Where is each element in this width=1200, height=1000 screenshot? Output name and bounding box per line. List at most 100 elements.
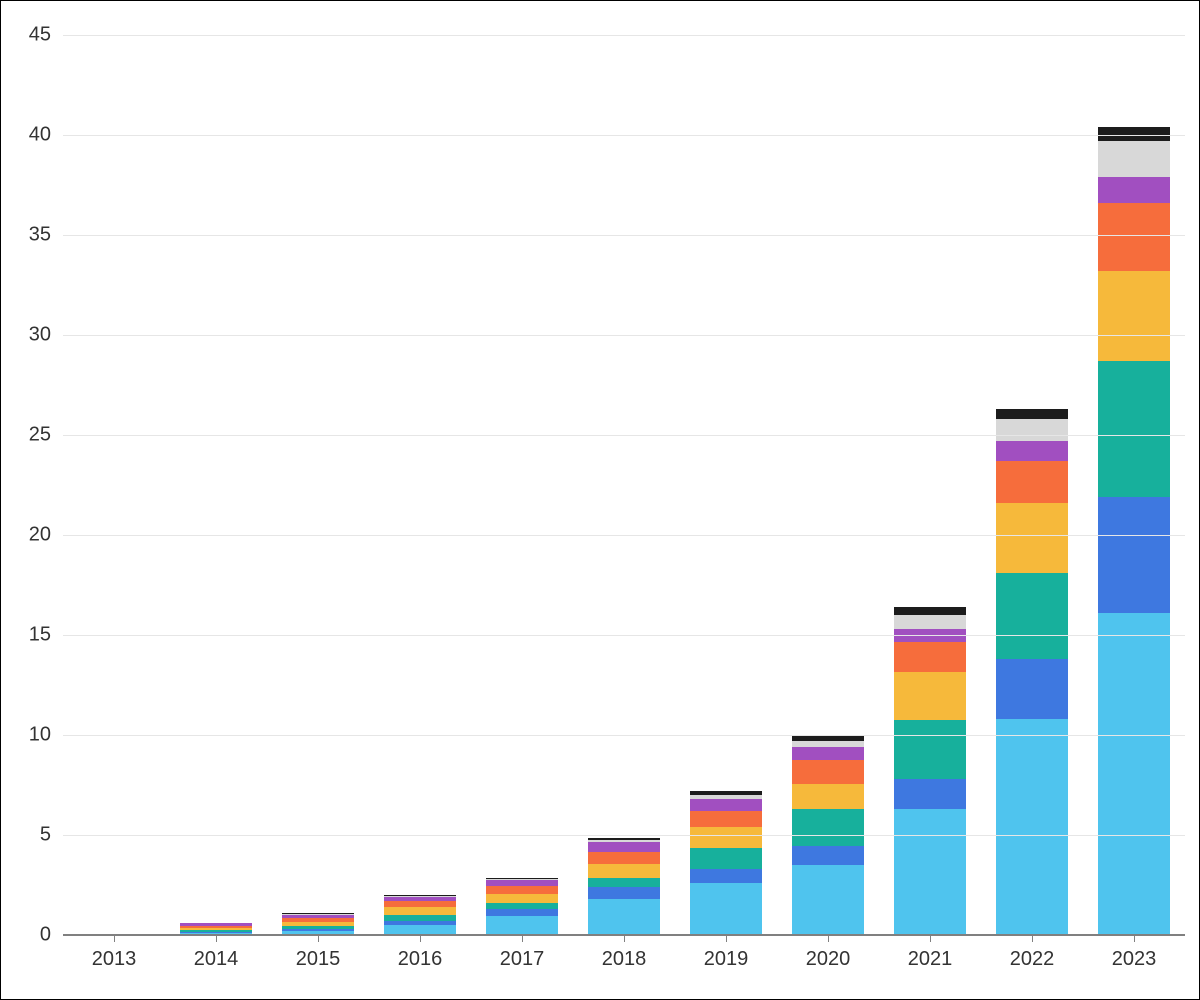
bar-segment bbox=[996, 441, 1067, 461]
bar-2022 bbox=[996, 15, 1067, 935]
x-tick-label: 2018 bbox=[602, 948, 647, 971]
bar-segment bbox=[1098, 177, 1169, 203]
x-tick-label: 2017 bbox=[500, 948, 545, 971]
bar-segment bbox=[282, 929, 353, 931]
bar-segment bbox=[384, 915, 455, 921]
bar-segment bbox=[690, 869, 761, 883]
bar-segment bbox=[180, 928, 251, 930]
y-tick-label: 30 bbox=[1, 324, 51, 347]
bar-segment bbox=[282, 914, 353, 915]
gridline bbox=[63, 735, 1185, 736]
bar-segment bbox=[588, 838, 659, 840]
y-tick-label: 5 bbox=[1, 824, 51, 847]
bar-segment bbox=[486, 903, 557, 909]
bar-segment bbox=[894, 672, 965, 720]
x-tick bbox=[828, 935, 829, 942]
y-tick-label: 20 bbox=[1, 524, 51, 547]
bar-segment bbox=[894, 642, 965, 672]
bar-segment bbox=[690, 848, 761, 869]
bar-segment bbox=[384, 921, 455, 925]
bar-segment bbox=[996, 503, 1067, 573]
bar-segment bbox=[690, 883, 761, 935]
bar-segment bbox=[996, 659, 1067, 719]
bar-segment bbox=[792, 760, 863, 784]
bar-segment bbox=[792, 846, 863, 865]
bar-segment bbox=[1098, 127, 1169, 141]
gridline bbox=[63, 135, 1185, 136]
bar-segment bbox=[180, 930, 251, 932]
x-tick bbox=[930, 935, 931, 942]
bar-segment bbox=[282, 922, 353, 926]
x-tick-label: 2014 bbox=[194, 948, 239, 971]
y-tick-label: 15 bbox=[1, 624, 51, 647]
bar-segment bbox=[894, 809, 965, 935]
bar-2016 bbox=[384, 15, 455, 935]
x-tick-label: 2016 bbox=[398, 948, 443, 971]
bar-segment bbox=[384, 897, 455, 901]
bar-segment bbox=[792, 741, 863, 747]
gridline bbox=[63, 435, 1185, 436]
x-tick bbox=[114, 935, 115, 942]
bar-segment bbox=[486, 909, 557, 916]
bar-2014 bbox=[180, 15, 251, 935]
bar-segment bbox=[486, 880, 557, 886]
bar-segment bbox=[690, 795, 761, 799]
bar-segment bbox=[588, 852, 659, 864]
bar-segment bbox=[486, 879, 557, 880]
bar-segment bbox=[996, 461, 1067, 503]
x-tick-label: 2020 bbox=[806, 948, 851, 971]
bar-segment bbox=[792, 865, 863, 935]
bar-segment bbox=[894, 720, 965, 779]
y-tick-label: 25 bbox=[1, 424, 51, 447]
bar-2017 bbox=[486, 15, 557, 935]
bar-segment bbox=[894, 607, 965, 615]
bar-segment bbox=[690, 791, 761, 795]
gridline bbox=[63, 335, 1185, 336]
bar-segment bbox=[486, 878, 557, 879]
bar-segment bbox=[282, 915, 353, 918]
gridline bbox=[63, 235, 1185, 236]
bar-segment bbox=[996, 419, 1067, 441]
bar-segment bbox=[996, 409, 1067, 419]
bar-segment bbox=[1098, 497, 1169, 613]
x-tick bbox=[1032, 935, 1033, 942]
x-tick bbox=[624, 935, 625, 942]
bar-segment bbox=[486, 916, 557, 935]
bar-2018 bbox=[588, 15, 659, 935]
y-tick-label: 10 bbox=[1, 724, 51, 747]
bar-segment bbox=[996, 719, 1067, 935]
bar-segment bbox=[282, 926, 353, 929]
x-tick-label: 2015 bbox=[296, 948, 341, 971]
y-tick-label: 35 bbox=[1, 224, 51, 247]
bar-2015 bbox=[282, 15, 353, 935]
bar-segment bbox=[1098, 271, 1169, 361]
bar-segment bbox=[384, 901, 455, 907]
bar-segment bbox=[690, 827, 761, 848]
bar-segment bbox=[792, 747, 863, 760]
bar-segment bbox=[282, 918, 353, 922]
gridline bbox=[63, 835, 1185, 836]
x-tick bbox=[522, 935, 523, 942]
bar-segment bbox=[1098, 613, 1169, 935]
x-tick-label: 2023 bbox=[1112, 948, 1157, 971]
bar-segment bbox=[792, 809, 863, 846]
bar-segment bbox=[588, 864, 659, 878]
bar-segment bbox=[1098, 141, 1169, 177]
bar-segment bbox=[1098, 361, 1169, 497]
bar-2019 bbox=[690, 15, 761, 935]
gridline bbox=[63, 535, 1185, 536]
x-tick bbox=[420, 935, 421, 942]
bar-segment bbox=[384, 896, 455, 897]
x-tick-label: 2019 bbox=[704, 948, 749, 971]
x-tick-label: 2013 bbox=[92, 948, 137, 971]
bar-segment bbox=[690, 799, 761, 811]
bar-segment bbox=[1098, 203, 1169, 271]
plot-area bbox=[63, 15, 1185, 935]
x-tick bbox=[726, 935, 727, 942]
bar-segment bbox=[180, 926, 251, 928]
x-tick bbox=[318, 935, 319, 942]
bar-segment bbox=[486, 886, 557, 894]
bar-segment bbox=[894, 779, 965, 809]
x-tick-label: 2022 bbox=[1010, 948, 1055, 971]
x-tick-label: 2021 bbox=[908, 948, 953, 971]
